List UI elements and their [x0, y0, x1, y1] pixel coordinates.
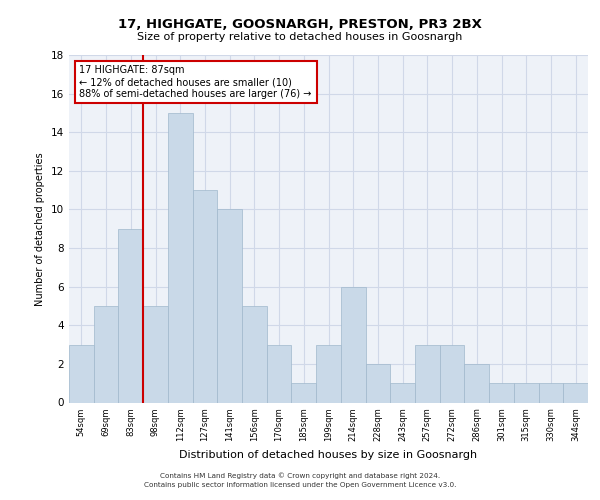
Bar — [118, 229, 143, 402]
Bar — [193, 190, 217, 402]
Text: 17 HIGHGATE: 87sqm
← 12% of detached houses are smaller (10)
88% of semi-detache: 17 HIGHGATE: 87sqm ← 12% of detached hou… — [79, 66, 312, 98]
Bar — [292, 383, 316, 402]
Text: Size of property relative to detached houses in Goosnargh: Size of property relative to detached ho… — [137, 32, 463, 42]
Text: Contains HM Land Registry data © Crown copyright and database right 2024.
Contai: Contains HM Land Registry data © Crown c… — [144, 472, 456, 488]
Bar — [440, 344, 464, 403]
Bar — [514, 383, 539, 402]
Bar — [365, 364, 390, 403]
Bar — [242, 306, 267, 402]
Bar — [415, 344, 440, 403]
Bar — [341, 286, 365, 403]
X-axis label: Distribution of detached houses by size in Goosnargh: Distribution of detached houses by size … — [179, 450, 478, 460]
Bar — [539, 383, 563, 402]
Bar — [390, 383, 415, 402]
Bar — [69, 344, 94, 403]
Bar — [143, 306, 168, 402]
Bar — [94, 306, 118, 402]
Bar — [267, 344, 292, 403]
Bar — [168, 113, 193, 403]
Bar — [489, 383, 514, 402]
Bar — [464, 364, 489, 403]
Bar — [563, 383, 588, 402]
Y-axis label: Number of detached properties: Number of detached properties — [35, 152, 46, 306]
Text: 17, HIGHGATE, GOOSNARGH, PRESTON, PR3 2BX: 17, HIGHGATE, GOOSNARGH, PRESTON, PR3 2B… — [118, 18, 482, 30]
Bar — [316, 344, 341, 403]
Bar — [217, 210, 242, 402]
